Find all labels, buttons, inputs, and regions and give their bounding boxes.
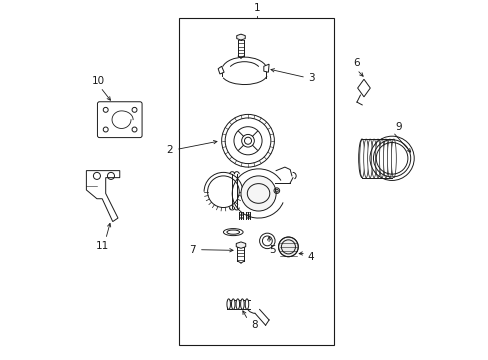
Bar: [179, 18, 333, 345]
Circle shape: [241, 134, 254, 147]
Ellipse shape: [359, 139, 364, 177]
Polygon shape: [357, 79, 369, 97]
Ellipse shape: [363, 139, 368, 177]
Circle shape: [278, 237, 298, 257]
Ellipse shape: [226, 299, 230, 309]
Text: 2: 2: [165, 144, 172, 154]
Polygon shape: [236, 242, 245, 248]
Text: 6: 6: [353, 58, 360, 68]
Ellipse shape: [371, 139, 376, 177]
Ellipse shape: [231, 299, 235, 309]
Text: 5: 5: [268, 245, 275, 255]
Text: 10: 10: [92, 76, 105, 86]
Ellipse shape: [379, 139, 384, 177]
Text: 8: 8: [251, 320, 258, 330]
Circle shape: [241, 176, 276, 211]
Polygon shape: [264, 64, 268, 72]
Polygon shape: [236, 34, 245, 40]
Text: 11: 11: [95, 241, 109, 251]
Text: 3: 3: [307, 72, 314, 82]
Text: 9: 9: [395, 122, 402, 132]
Ellipse shape: [367, 139, 372, 177]
Polygon shape: [86, 171, 120, 221]
Ellipse shape: [240, 299, 244, 309]
Ellipse shape: [244, 299, 248, 309]
Text: 4: 4: [307, 252, 314, 262]
Ellipse shape: [390, 139, 395, 177]
Text: 1: 1: [253, 3, 260, 13]
Ellipse shape: [386, 139, 391, 177]
Text: 7: 7: [188, 245, 195, 255]
FancyBboxPatch shape: [97, 102, 142, 138]
Ellipse shape: [375, 139, 380, 177]
Polygon shape: [218, 66, 224, 74]
Ellipse shape: [383, 139, 387, 177]
Ellipse shape: [236, 299, 239, 309]
